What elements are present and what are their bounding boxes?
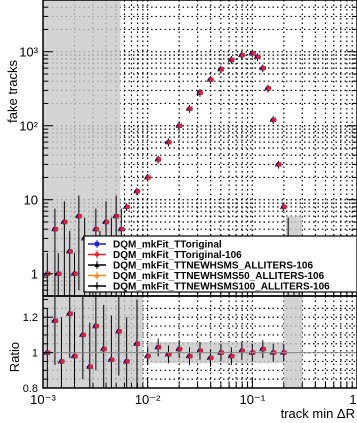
data-point [157, 157, 162, 162]
data-point [188, 353, 193, 359]
data-point [157, 345, 162, 350]
data-point [125, 204, 131, 210]
x-tick-label: 10⁻¹ [240, 392, 266, 407]
data-point [117, 329, 123, 334]
ratio-panel-frame [42, 295, 357, 389]
error-band [283, 296, 303, 388]
data-point [135, 189, 141, 194]
axis-labels: 1 10 10² 10³ 0.8 1 1.2 10⁻³ 10⁻² 10⁻¹ 1 fake tracks… [5, 45, 357, 421]
error-band [43, 296, 143, 388]
data-point [63, 219, 68, 225]
legend-label: DQM_mkFit_TTNEWHSMS50_ALLITERS-106 [113, 271, 325, 282]
data-point [88, 364, 94, 369]
legend-label: DQM_mkFit_TToriginal-106 [113, 250, 242, 261]
legend-label: DQM_mkFit_TTNEWHSMS100_ALLITERS-106 [113, 282, 330, 293]
data-point [115, 213, 120, 219]
data-point [105, 219, 110, 225]
y-tick-label: 10³ [19, 45, 38, 60]
data-point [110, 357, 115, 362]
data-point [219, 67, 225, 72]
data-point [209, 355, 214, 361]
data-point [267, 86, 272, 91]
data-point [60, 359, 65, 364]
data-point [53, 318, 59, 323]
legend: DQM_mkFit_TToriginalDQM_mkFit_TToriginal… [83, 235, 357, 293]
ratio-tick-label: 0.8 [23, 383, 38, 395]
data-point [94, 283, 100, 289]
data-point [94, 323, 100, 329]
data-point [53, 226, 59, 232]
data-point [57, 271, 62, 276]
data-point [240, 348, 246, 354]
data-point [198, 348, 204, 354]
legend-label: DQM_mkFit_TToriginal [113, 240, 222, 251]
data-point [94, 262, 100, 267]
data-point [188, 106, 193, 111]
data-point [125, 359, 131, 364]
data-point [77, 213, 83, 219]
data-point [120, 226, 125, 232]
data-point [146, 175, 152, 180]
data-point [81, 332, 87, 338]
data-point [240, 52, 246, 58]
data-point [230, 57, 235, 62]
data-point [272, 117, 277, 123]
data-point [135, 341, 141, 346]
data-point [230, 353, 235, 359]
data-point [73, 271, 78, 276]
data-point [251, 51, 256, 56]
data-point [178, 346, 183, 352]
y-tick-label: 10 [24, 193, 38, 208]
data-point [261, 346, 267, 352]
ratio-tick-label: 1 [32, 348, 38, 360]
data-point [146, 353, 152, 359]
data-point [256, 54, 261, 60]
legend-box [83, 235, 357, 293]
data-point [68, 249, 74, 254]
data-point [94, 241, 100, 247]
data-point [198, 90, 204, 95]
data-point [277, 162, 282, 167]
data-point [94, 272, 100, 278]
x-tick-label: 10⁻³ [30, 392, 56, 407]
data-point [94, 252, 100, 257]
ratio-panel-error-band [43, 296, 303, 388]
x-tick-label: 1 [349, 392, 356, 407]
data-point [261, 65, 267, 71]
data-point [73, 353, 78, 359]
ratio-panel-markers [43, 296, 357, 388]
data-point [68, 311, 74, 316]
data-point [209, 77, 214, 82]
data-point [282, 204, 288, 210]
y-tick-label: 1 [31, 267, 38, 282]
data-point [167, 139, 172, 145]
data-point [178, 123, 183, 128]
x-tick-label: 10⁻² [135, 392, 161, 407]
data-point [94, 226, 100, 232]
ratio-y-axis-label: Ratio [7, 342, 22, 372]
x-axis-label: track min ΔR [281, 406, 355, 421]
data-point [102, 346, 108, 352]
y-tick-label: 10² [19, 119, 38, 134]
top-y-axis-label: fake tracks [5, 60, 20, 123]
legend-label: DQM_mkFit_TTNEWHSMS_ALLITERS-106 [113, 261, 313, 272]
data-point [167, 352, 172, 357]
ratio-tick-label: 1.2 [23, 312, 38, 324]
